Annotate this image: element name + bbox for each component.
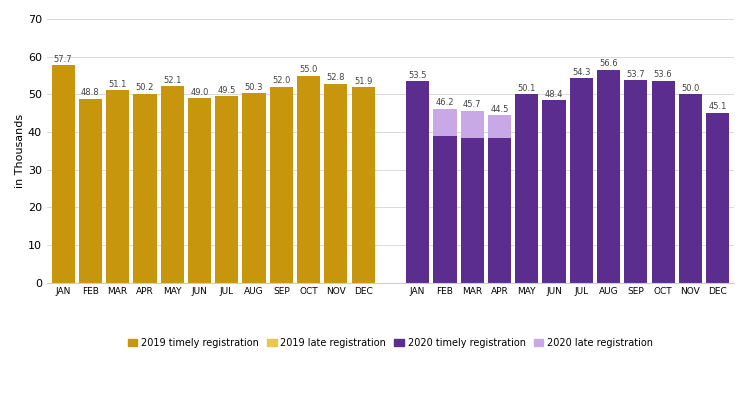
Text: 45.1: 45.1: [709, 102, 727, 111]
Bar: [624, 80, 647, 283]
Bar: [133, 94, 157, 283]
Text: 44.5: 44.5: [491, 104, 509, 114]
Text: 57.7: 57.7: [54, 55, 73, 64]
Y-axis label: in Thousands: in Thousands: [15, 114, 25, 188]
Bar: [488, 115, 511, 138]
Text: 48.8: 48.8: [81, 89, 100, 97]
Text: 49.0: 49.0: [190, 88, 209, 97]
Bar: [652, 81, 675, 283]
Text: 50.3: 50.3: [245, 83, 264, 92]
Bar: [106, 90, 130, 283]
Text: 56.6: 56.6: [599, 59, 618, 68]
Bar: [434, 136, 456, 283]
Bar: [324, 84, 348, 283]
Bar: [270, 87, 293, 283]
Legend: 2019 timely registration, 2019 late registration, 2020 timely registration, 2020: 2019 timely registration, 2019 late regi…: [124, 334, 657, 352]
Text: 50.0: 50.0: [681, 84, 700, 93]
Bar: [461, 138, 484, 283]
Bar: [160, 87, 184, 283]
Bar: [679, 94, 702, 283]
Bar: [542, 100, 565, 283]
Text: 51.1: 51.1: [109, 80, 127, 89]
Text: 48.4: 48.4: [545, 90, 563, 99]
Bar: [706, 113, 730, 283]
Text: 52.0: 52.0: [272, 77, 291, 85]
Bar: [488, 138, 511, 283]
Text: 49.5: 49.5: [217, 86, 236, 95]
Text: 52.8: 52.8: [327, 73, 345, 82]
Bar: [188, 98, 211, 283]
Text: 53.7: 53.7: [626, 70, 645, 79]
Text: 54.3: 54.3: [572, 68, 590, 77]
Bar: [570, 78, 593, 283]
Text: 51.9: 51.9: [354, 77, 372, 86]
Text: 52.1: 52.1: [163, 76, 181, 85]
Bar: [406, 81, 429, 283]
Text: 45.7: 45.7: [463, 100, 482, 109]
Text: 53.6: 53.6: [654, 70, 673, 79]
Bar: [351, 87, 374, 283]
Bar: [434, 109, 456, 136]
Text: 46.2: 46.2: [436, 98, 454, 107]
Bar: [297, 76, 320, 283]
Text: 50.2: 50.2: [136, 83, 154, 92]
Text: 55.0: 55.0: [300, 65, 318, 74]
Bar: [215, 96, 238, 283]
Text: 50.1: 50.1: [518, 84, 536, 92]
Bar: [597, 69, 620, 283]
Bar: [461, 111, 484, 138]
Bar: [243, 93, 266, 283]
Bar: [79, 99, 102, 283]
Bar: [52, 65, 75, 283]
Bar: [515, 94, 539, 283]
Text: 53.5: 53.5: [408, 71, 427, 80]
